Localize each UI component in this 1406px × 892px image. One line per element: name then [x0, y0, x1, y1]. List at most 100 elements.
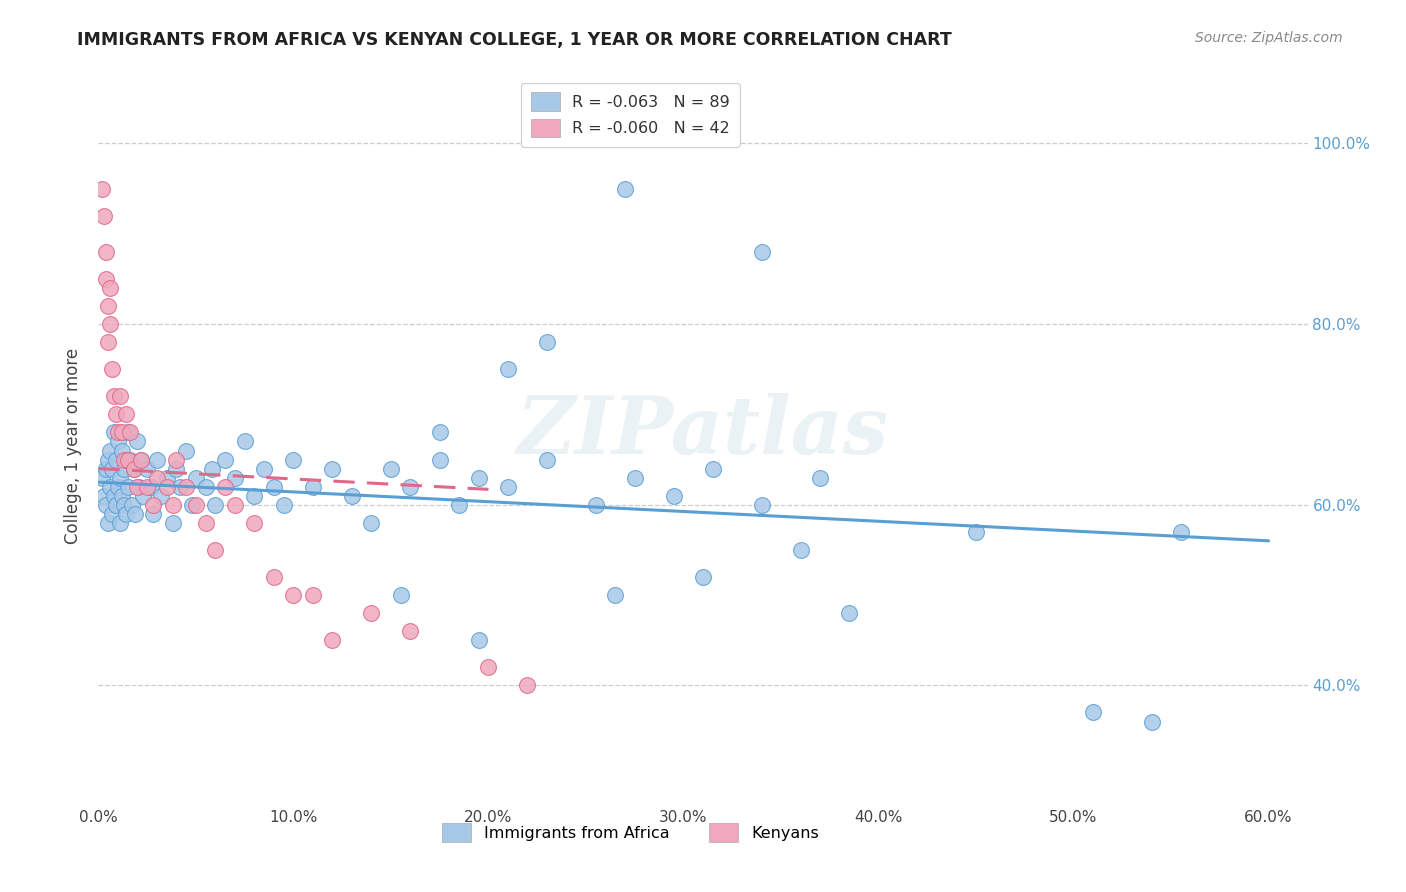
Point	[496, 480, 519, 494]
Point	[97, 299, 120, 313]
Point	[142, 498, 165, 512]
Point	[104, 452, 127, 467]
Point	[184, 470, 207, 484]
Point	[496, 362, 519, 376]
Point	[103, 425, 125, 440]
Point	[149, 489, 172, 503]
Point	[96, 461, 118, 475]
Point	[181, 498, 204, 512]
Point	[156, 470, 179, 484]
Point	[98, 281, 121, 295]
Point	[283, 452, 305, 467]
Point	[162, 498, 184, 512]
Point	[98, 317, 121, 331]
Point	[399, 480, 422, 494]
Point	[200, 461, 222, 475]
Text: ZIPatlas: ZIPatlas	[517, 393, 889, 470]
Point	[360, 606, 382, 620]
Point	[127, 480, 149, 494]
Point	[111, 443, 134, 458]
Point	[340, 489, 363, 503]
Point	[96, 272, 118, 286]
Point	[131, 452, 153, 467]
Point	[98, 443, 121, 458]
Point	[107, 480, 129, 494]
Point	[114, 507, 136, 521]
Point	[243, 516, 266, 530]
Point	[114, 408, 136, 422]
Point	[104, 498, 127, 512]
Point	[108, 389, 131, 403]
Point	[204, 498, 226, 512]
Point	[108, 470, 131, 484]
Point	[536, 335, 558, 350]
Point	[131, 452, 153, 467]
Point	[97, 335, 120, 350]
Point	[1081, 706, 1104, 720]
Point	[184, 498, 207, 512]
Point	[101, 507, 124, 521]
Point	[117, 480, 139, 494]
Point	[399, 624, 422, 639]
Point	[224, 498, 246, 512]
Point	[194, 480, 217, 494]
Point	[243, 489, 266, 503]
Point	[101, 362, 124, 376]
Point	[97, 452, 120, 467]
Point	[118, 425, 141, 440]
Point	[751, 498, 773, 512]
Point	[389, 588, 412, 602]
Point	[751, 244, 773, 259]
Point	[122, 461, 145, 475]
Point	[97, 516, 120, 530]
Point	[273, 498, 295, 512]
Point	[93, 489, 115, 503]
Point	[103, 389, 125, 403]
Point	[233, 434, 256, 449]
Point	[467, 470, 489, 484]
Point	[789, 542, 811, 557]
Legend: Immigrants from Africa, Kenyans: Immigrants from Africa, Kenyans	[436, 817, 825, 848]
Point	[263, 570, 285, 584]
Point	[122, 461, 145, 475]
Point	[429, 452, 451, 467]
Point	[1170, 524, 1192, 539]
Point	[107, 434, 129, 449]
Point	[838, 606, 860, 620]
Y-axis label: College, 1 year or more: College, 1 year or more	[65, 348, 83, 544]
Point	[93, 209, 115, 223]
Point	[585, 498, 607, 512]
Point	[321, 633, 343, 648]
Point	[477, 660, 499, 674]
Point	[614, 181, 637, 195]
Point	[107, 425, 129, 440]
Point	[283, 588, 305, 602]
Point	[136, 461, 159, 475]
Point	[702, 461, 724, 475]
Point	[108, 516, 131, 530]
Text: Source: ZipAtlas.com: Source: ZipAtlas.com	[1195, 31, 1343, 45]
Point	[146, 452, 169, 467]
Point	[114, 452, 136, 467]
Point	[321, 461, 343, 475]
Point	[204, 542, 226, 557]
Point	[516, 678, 538, 692]
Point	[169, 480, 191, 494]
Point	[111, 489, 134, 503]
Point	[449, 498, 471, 512]
Point	[124, 507, 146, 521]
Point	[146, 470, 169, 484]
Point	[98, 480, 121, 494]
Text: IMMIGRANTS FROM AFRICA VS KENYAN COLLEGE, 1 YEAR OR MORE CORRELATION CHART: IMMIGRANTS FROM AFRICA VS KENYAN COLLEGE…	[77, 31, 952, 49]
Point	[136, 480, 159, 494]
Point	[117, 425, 139, 440]
Point	[112, 498, 135, 512]
Point	[605, 588, 627, 602]
Point	[111, 425, 134, 440]
Point	[174, 480, 197, 494]
Point	[91, 470, 114, 484]
Point	[429, 425, 451, 440]
Point	[91, 181, 114, 195]
Point	[162, 516, 184, 530]
Point	[139, 480, 162, 494]
